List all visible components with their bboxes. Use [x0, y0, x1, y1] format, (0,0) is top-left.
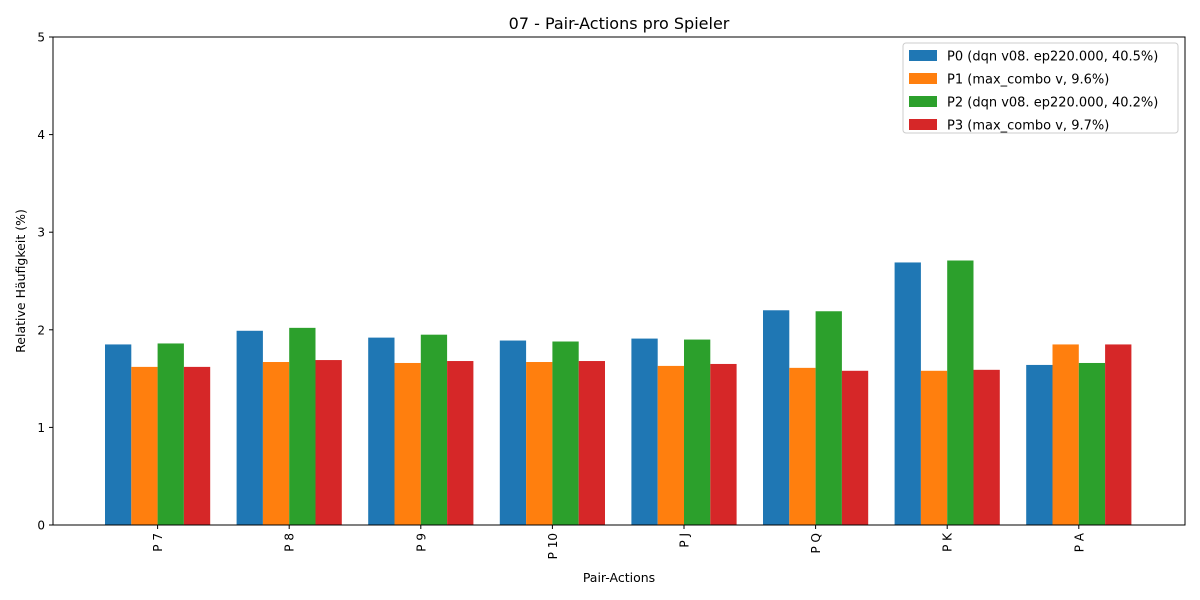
legend-label: P2 (dqn v08. ep220.000, 40.2%) — [947, 96, 1158, 111]
y-tick-label: 0 — [37, 519, 45, 533]
bar-p-a-series-1 — [1052, 344, 1079, 525]
y-tick-label: 3 — [37, 226, 45, 240]
bar-p-k-series-2 — [947, 260, 974, 525]
legend-swatch — [909, 96, 937, 107]
bar-p-k-series-0 — [894, 262, 921, 525]
legend-frame — [902, 42, 1179, 134]
bar-p-q-series-2 — [815, 311, 842, 525]
bar-p-9-series-2 — [420, 334, 448, 525]
bar-p-k-series-1 — [920, 370, 948, 525]
bar-p-8-series-2 — [289, 327, 316, 525]
x-tick-label: P 8 — [283, 533, 297, 552]
y-tick-label: 4 — [37, 128, 45, 142]
bar-p-7-series-1 — [131, 366, 158, 525]
x-tick-label: P A — [1072, 532, 1086, 552]
bar-p-7-series-2 — [157, 343, 184, 525]
bar-p-7-series-0 — [105, 344, 132, 525]
x-tick-label: P K — [941, 532, 955, 552]
bar-p-q-series-1 — [789, 367, 816, 525]
bar-p-7-series-3 — [183, 366, 211, 525]
x-axis-label: Pair-Actions — [583, 570, 655, 585]
y-tick-label: 5 — [37, 31, 45, 45]
legend-label: P0 (dqn v08. ep220.000, 40.5%) — [947, 50, 1158, 65]
bar-p-8-series-1 — [262, 362, 290, 525]
x-tick-label: P Q — [809, 533, 823, 554]
y-tick-label: 2 — [37, 323, 45, 337]
plot-frame — [52, 36, 1186, 526]
bar-p-10-series-3 — [578, 361, 605, 525]
bar-p-10-series-0 — [499, 340, 527, 525]
bar-p-10-series-1 — [526, 362, 553, 525]
bar-p-9-series-3 — [447, 361, 474, 525]
legend-swatch — [909, 73, 937, 84]
y-axis-label: Relative Häufigkeit (%) — [13, 209, 28, 353]
bar-p-9-series-1 — [394, 362, 421, 525]
bar-p-a-series-3 — [1105, 344, 1132, 525]
legend-label: P1 (max_combo v, 9.6%) — [947, 73, 1109, 88]
bar-p-a-series-2 — [1078, 362, 1106, 525]
bar-p-a-series-0 — [1026, 364, 1053, 525]
bar-p-j-series-3 — [710, 363, 737, 525]
bar-p-j-series-1 — [657, 365, 684, 525]
x-tick-label: P 7 — [151, 533, 165, 552]
x-tick-label: P J — [678, 533, 692, 548]
bar-p-j-series-2 — [684, 339, 711, 525]
bar-p-8-series-3 — [315, 360, 342, 525]
legend-swatch — [909, 119, 937, 130]
bar-p-10-series-2 — [552, 341, 579, 525]
bar-p-k-series-3 — [973, 369, 1000, 525]
bar-p-q-series-0 — [763, 310, 790, 525]
x-tick-label: P 9 — [414, 533, 428, 552]
legend: P0 (dqn v08. ep220.000, 40.5%) P1 (max_co… — [902, 42, 1179, 134]
bar-p-8-series-0 — [236, 330, 263, 525]
x-tick-label: P 10 — [546, 533, 560, 559]
legend-label: P3 (max_combo v, 9.7%) — [947, 119, 1109, 134]
y-tick-label: 1 — [37, 421, 45, 435]
bar-p-j-series-0 — [631, 338, 658, 525]
legend-swatch — [909, 50, 937, 61]
chart-title: 07 - Pair-Actions pro Spieler — [509, 14, 730, 33]
bar-p-q-series-3 — [841, 370, 869, 525]
bar-p-9-series-0 — [368, 337, 395, 525]
